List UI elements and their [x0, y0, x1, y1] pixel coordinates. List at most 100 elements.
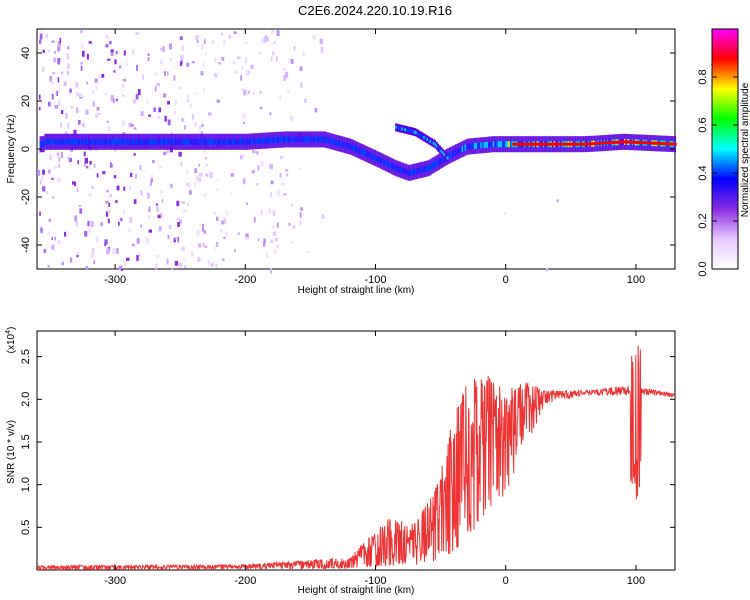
ridge-peak	[584, 142, 587, 146]
speckle-dot	[245, 237, 249, 241]
colorbar: 0.0 0.2 0.4 0.6 0.8 Normalized spectral ampl…	[697, 28, 750, 277]
speckle-dot	[108, 202, 111, 207]
ridge-core	[109, 138, 112, 145]
ridge-core	[203, 138, 206, 145]
ridge-core	[388, 161, 390, 168]
ridge-peak	[627, 140, 630, 144]
ridge-core	[489, 141, 492, 148]
speckle-dot	[205, 52, 207, 55]
ridge-core	[411, 169, 414, 176]
speckle-dot	[140, 111, 144, 117]
speckle-dot	[271, 225, 275, 229]
ridge-core	[316, 136, 319, 143]
ridge-core	[49, 138, 51, 145]
ridge-core	[428, 164, 431, 171]
ridge-peak	[660, 142, 663, 145]
ridge-peak	[512, 142, 515, 146]
ridge-peak	[540, 142, 543, 146]
branch-core	[437, 146, 440, 150]
ridge-core	[214, 138, 217, 145]
speckle-dot	[52, 72, 56, 75]
speckle-dot	[180, 55, 184, 60]
y-tick-label: 2.0	[20, 392, 32, 407]
ridge-peak	[640, 141, 643, 145]
speckle-dot	[43, 249, 46, 253]
speckle-dot	[250, 64, 254, 69]
snr-scale-prefix: (x10	[6, 333, 17, 353]
speckle-dot	[184, 265, 187, 269]
speckle-dot	[136, 64, 138, 71]
speckle-dot	[274, 248, 276, 254]
speckle-dot	[75, 221, 78, 227]
speckle-dot	[214, 211, 217, 215]
speckle-dot	[56, 90, 59, 96]
speckle-dot	[85, 266, 89, 270]
ridge-peak	[549, 142, 552, 146]
speckle-dot	[203, 39, 206, 44]
speckle-dot	[245, 70, 249, 76]
speckle-dot	[110, 94, 114, 101]
ridge-core	[247, 138, 250, 145]
speckle-dot	[160, 190, 163, 194]
ridge-peak	[571, 142, 574, 146]
ridge-core	[122, 138, 125, 145]
ridge-core	[381, 158, 384, 165]
speckle-dot	[128, 228, 132, 232]
speckle-dot	[203, 62, 205, 67]
ridge-core	[172, 138, 175, 145]
speckle-dot	[251, 170, 255, 174]
ridge-peak	[541, 142, 544, 146]
ridge-core	[84, 138, 87, 145]
speckle-dot	[42, 169, 45, 175]
ridge-core	[450, 151, 453, 158]
ridge-peak	[607, 141, 610, 145]
speckle-dot	[263, 238, 266, 244]
speckle-dot	[72, 181, 76, 185]
colorbar-tick-label: 0.6	[697, 117, 709, 132]
speckle-dot	[279, 155, 284, 160]
ridge-core	[322, 136, 325, 143]
ridge-core	[474, 142, 476, 149]
speckle-dot	[282, 67, 286, 71]
speckle-dot	[193, 122, 198, 127]
ridge-core	[152, 138, 155, 145]
speckle-dot	[39, 39, 42, 44]
ridge-core	[106, 138, 109, 145]
ridge-core	[330, 138, 333, 145]
speckle-dot	[107, 218, 110, 224]
ridge-core	[200, 138, 203, 145]
ridge-core	[284, 136, 287, 143]
ridge-core	[69, 138, 72, 145]
speckle-dot	[556, 199, 559, 203]
ridge-peak	[521, 142, 524, 146]
speckle-dot	[272, 210, 276, 216]
speckle-dot	[290, 203, 294, 207]
speckle-dot	[214, 73, 218, 78]
ridge-core	[366, 151, 369, 158]
ridge-peak	[518, 142, 521, 146]
spectrogram-x-axis-label: Height of straight line (km)	[298, 285, 415, 296]
speckle-dot	[180, 59, 183, 64]
speckle-dot	[198, 126, 201, 130]
speckle-dot	[136, 255, 139, 261]
speckle-dot	[156, 83, 160, 86]
branch-core	[398, 126, 401, 130]
speckle-dot	[67, 70, 69, 76]
ridge-peak	[538, 142, 541, 146]
ridge-core	[441, 156, 444, 163]
ridge-core	[178, 138, 181, 145]
speckle-dot	[135, 32, 139, 35]
ridge-core	[338, 140, 340, 147]
ridge-core	[319, 136, 322, 143]
branch-core	[431, 140, 433, 144]
colorbar-tick-label: 0.0	[697, 261, 709, 276]
speckle-dot	[252, 92, 255, 95]
ridge-peak	[613, 140, 616, 144]
speckle-dot	[288, 222, 291, 226]
ridge-core	[275, 136, 278, 143]
ridge-core	[334, 139, 337, 146]
speckle-dot	[150, 174, 154, 178]
ridge-peak	[668, 142, 671, 146]
colorbar-tick-label: 0.2	[697, 213, 709, 228]
ridge-core	[436, 159, 439, 166]
